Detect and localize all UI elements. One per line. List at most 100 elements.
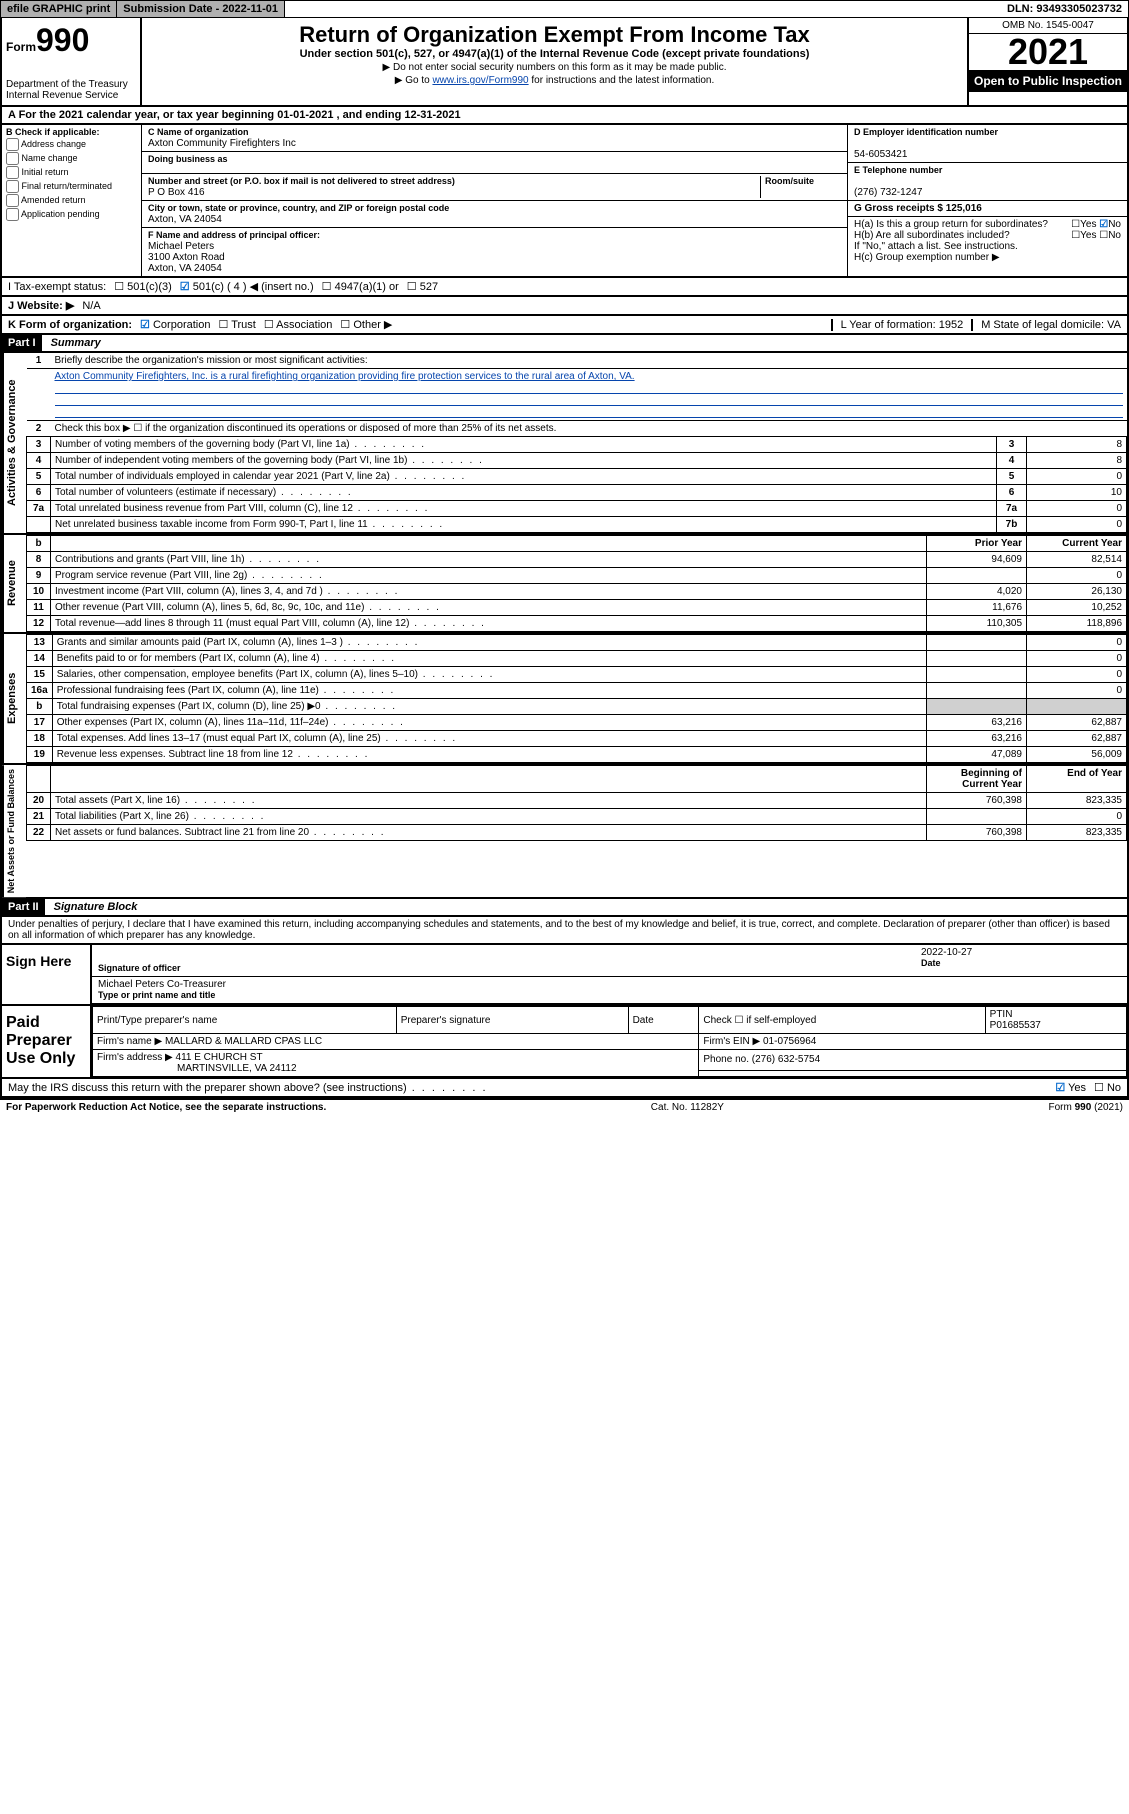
- part2-header: Part II: [2, 899, 45, 915]
- gross-receipts: G Gross receipts $ 125,016: [854, 203, 982, 214]
- line-no: 17: [27, 715, 53, 731]
- chk-4947[interactable]: ☐ 4947(a)(1) or: [322, 280, 399, 293]
- chk-corp[interactable]: ☑ Corporation: [140, 318, 210, 331]
- line-text: Other expenses (Part IX, column (A), lin…: [52, 715, 926, 731]
- firm-ein: 01-0756964: [763, 1036, 816, 1047]
- line-val: 10: [1027, 485, 1127, 501]
- prior-val: 63,216: [927, 715, 1027, 731]
- addr-label: Number and street (or P.O. box if mail i…: [148, 176, 455, 186]
- line-no: 14: [27, 651, 53, 667]
- ref-no: 3: [997, 437, 1027, 453]
- line-no: [27, 517, 51, 533]
- chk-name[interactable]: Name change: [6, 152, 137, 165]
- officer-addr1: 3100 Axton Road: [148, 252, 225, 263]
- line-no: 11: [27, 600, 51, 616]
- firm-phone: (276) 632-5754: [752, 1054, 820, 1065]
- line-val: 0: [1027, 517, 1127, 533]
- line-no: 20: [27, 793, 51, 809]
- ref-no: 7b: [997, 517, 1027, 533]
- signer-name: Michael Peters Co-Treasurer: [98, 979, 226, 990]
- chk-trust[interactable]: ☐ Trust: [218, 318, 255, 331]
- line-text: Other revenue (Part VIII, column (A), li…: [51, 600, 927, 616]
- curr-val: 823,335: [1027, 825, 1127, 841]
- submission-date: Submission Date - 2022-11-01: [117, 1, 285, 17]
- declaration: Under penalties of perjury, I declare th…: [0, 917, 1129, 945]
- org-city: Axton, VA 24054: [148, 214, 222, 225]
- row-a: A For the 2021 calendar year, or tax yea…: [0, 107, 1129, 125]
- chk-501c[interactable]: ☑ 501(c) ( 4 ) ◀ (insert no.): [180, 280, 314, 293]
- chk-501c3[interactable]: ☐ 501(c)(3): [114, 280, 172, 293]
- line-text: Total liabilities (Part X, line 26): [51, 809, 927, 825]
- line-no: 13: [27, 635, 53, 651]
- discuss-text: May the IRS discuss this return with the…: [8, 1082, 488, 1094]
- tax-year: 2021: [969, 34, 1127, 70]
- j-label: J Website: ▶: [8, 299, 74, 312]
- footer: For Paperwork Reduction Act Notice, see …: [0, 1098, 1129, 1115]
- curr-val: 26,130: [1027, 584, 1127, 600]
- irs-label: Internal Revenue Service: [6, 90, 136, 101]
- chk-other[interactable]: ☐ Other ▶: [340, 318, 392, 331]
- city-label: City or town, state or province, country…: [148, 203, 449, 213]
- line-text: Grants and similar amounts paid (Part IX…: [52, 635, 926, 651]
- line-text: Net assets or fund balances. Subtract li…: [51, 825, 927, 841]
- chk-address[interactable]: Address change: [6, 138, 137, 151]
- e-label: E Telephone number: [854, 165, 942, 175]
- note-link: ▶ Go to www.irs.gov/Form990 for instruct…: [146, 75, 963, 86]
- prior-val: 760,398: [927, 793, 1027, 809]
- ref-no: 6: [997, 485, 1027, 501]
- curr-val: 62,887: [1027, 731, 1127, 747]
- boy-hdr: Beginning of Current Year: [961, 768, 1022, 790]
- row-j: J Website: ▶ N/A: [0, 297, 1129, 316]
- firm-addr2: MARTINSVILLE, VA 24112: [177, 1063, 297, 1074]
- line-text: Number of independent voting members of …: [51, 453, 997, 469]
- line-no: b: [27, 699, 53, 715]
- prior-val: 47,089: [927, 747, 1027, 763]
- chk-self-emp[interactable]: Check ☐ if self-employed: [699, 1007, 985, 1034]
- chk-discuss-yes[interactable]: ☑ Yes: [1055, 1081, 1086, 1094]
- cat-no: Cat. No. 11282Y: [651, 1102, 724, 1113]
- prior-val: 110,305: [927, 616, 1027, 632]
- prior-val: 11,676: [927, 600, 1027, 616]
- curr-val: 0: [1027, 651, 1127, 667]
- efile-button[interactable]: efile GRAPHIC print: [1, 1, 117, 17]
- curr-val: 0: [1027, 667, 1127, 683]
- line-no: 21: [27, 809, 51, 825]
- chk-final[interactable]: Final return/terminated: [6, 180, 137, 193]
- chk-discuss-no[interactable]: ☐ No: [1094, 1081, 1121, 1094]
- line-text: Total fundraising expenses (Part IX, col…: [52, 699, 926, 715]
- prior-val: [927, 568, 1027, 584]
- line-no: 19: [27, 747, 53, 763]
- f-label: F Name and address of principal officer:: [148, 230, 320, 240]
- line-text: Total assets (Part X, line 16): [51, 793, 927, 809]
- line-text: Revenue less expenses. Subtract line 18 …: [52, 747, 926, 763]
- prep-name-hdr: Print/Type preparer's name: [93, 1007, 397, 1034]
- prior-val: 63,216: [927, 731, 1027, 747]
- line1-text: Briefly describe the organization's miss…: [51, 353, 1127, 369]
- chk-pending[interactable]: Application pending: [6, 208, 137, 221]
- chk-initial[interactable]: Initial return: [6, 166, 137, 179]
- curr-val: 0: [1027, 809, 1127, 825]
- prior-val: [927, 635, 1027, 651]
- line-no: 7a: [27, 501, 51, 517]
- prior-year-hdr: Prior Year: [975, 538, 1022, 549]
- hb-note: If "No," attach a list. See instructions…: [854, 241, 1121, 252]
- org-address: P O Box 416: [148, 187, 205, 198]
- chk-assoc[interactable]: ☐ Association: [264, 318, 333, 331]
- curr-val: 823,335: [1027, 793, 1127, 809]
- line-no: 18: [27, 731, 53, 747]
- row-k: K Form of organization: ☑ Corporation ☐ …: [0, 316, 1129, 335]
- chk-amended[interactable]: Amended return: [6, 194, 137, 207]
- top-bar: efile GRAPHIC print Submission Date - 20…: [0, 0, 1129, 18]
- dept-label: Department of the Treasury: [6, 79, 136, 90]
- curr-val: 62,887: [1027, 715, 1127, 731]
- prior-val: 94,609: [927, 552, 1027, 568]
- chk-527[interactable]: ☐ 527: [407, 280, 438, 293]
- ref-no: 7a: [997, 501, 1027, 517]
- irs-link[interactable]: www.irs.gov/Form990: [432, 75, 528, 86]
- curr-val: 0: [1027, 683, 1127, 699]
- line-no: 8: [27, 552, 51, 568]
- prep-sig-hdr: Preparer's signature: [396, 1007, 628, 1034]
- org-name: Axton Community Firefighters Inc: [148, 138, 296, 149]
- website: N/A: [82, 300, 100, 312]
- l-year: L Year of formation: 1952: [831, 319, 964, 331]
